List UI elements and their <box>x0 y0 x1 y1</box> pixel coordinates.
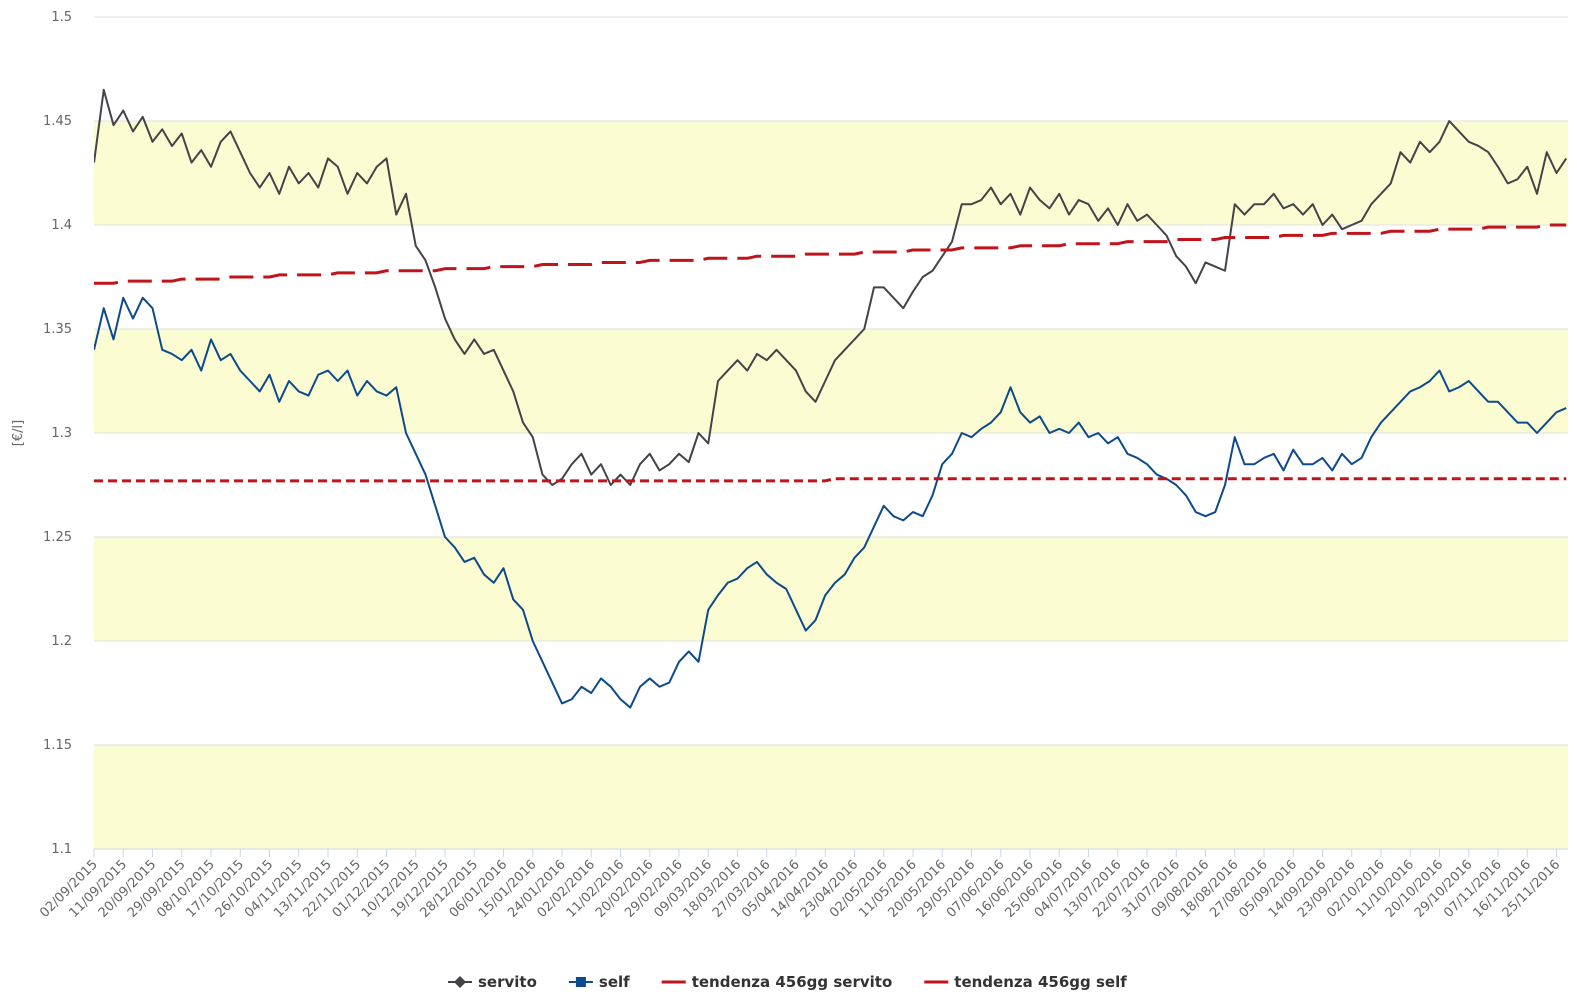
legend-symbol <box>454 976 466 988</box>
series-line <box>94 477 1567 483</box>
legend-label: self <box>599 973 630 991</box>
y-tick-label: 1.25 <box>43 530 72 545</box>
y-tick-label: 1.1 <box>51 842 72 857</box>
y-tick-label: 1.35 <box>43 322 72 337</box>
plot-band <box>94 745 1568 849</box>
legend-label: tendenza 456gg servito <box>692 973 893 991</box>
y-tick-label: 1.3 <box>51 426 72 441</box>
legend-label: tendenza 456gg self <box>954 973 1127 991</box>
y-tick-label: 1.5 <box>51 10 72 25</box>
y-tick-label: 1.45 <box>43 114 72 129</box>
series-line <box>94 296 1567 709</box>
legend-symbol <box>575 977 586 987</box>
y-tick-label: 1.4 <box>51 218 72 233</box>
y-tick-label: 1.2 <box>51 634 72 649</box>
legend-item: tendenza 456gg servito <box>661 973 893 991</box>
legend-item: self <box>568 973 630 991</box>
legend-label: servito <box>478 973 537 991</box>
series-line <box>94 223 1567 285</box>
legend-item: servito <box>448 973 537 991</box>
y-axis-label: [€/l] <box>11 420 26 446</box>
legend-item: tendenza 456gg self <box>924 973 1127 991</box>
y-tick-label: 1.15 <box>43 738 72 753</box>
series-line <box>94 88 1568 486</box>
plot-band <box>94 329 1568 433</box>
plot-band <box>94 121 1568 225</box>
